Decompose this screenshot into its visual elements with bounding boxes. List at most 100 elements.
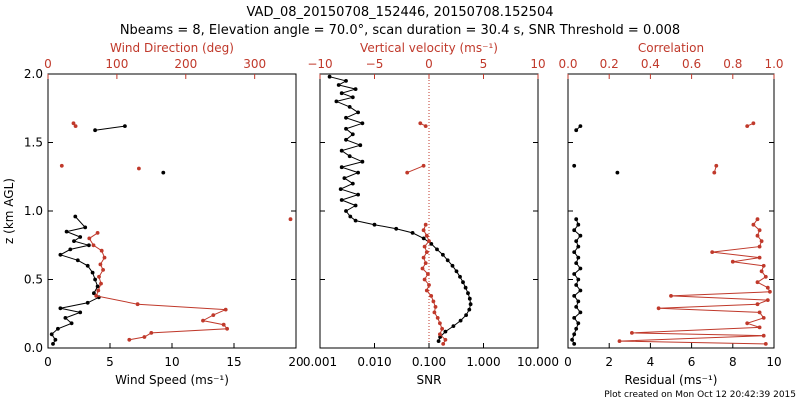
data-point-black — [339, 198, 344, 202]
data-point-red — [421, 228, 426, 233]
data-point-red — [757, 244, 762, 249]
data-point-black — [93, 277, 97, 282]
data-point-black — [574, 217, 579, 222]
data-point-black — [344, 137, 348, 142]
x-ticks-top: 0.0 0.2 0.4 0.6 0.8 1.0 — [558, 57, 784, 79]
data-point-black — [93, 128, 97, 133]
data-point-red — [127, 337, 132, 342]
x-tick-label: 0.001 — [303, 355, 337, 369]
y-tick-label: 0.0 — [24, 341, 43, 355]
panel-wind: z (km AGL) Wind Speed (ms⁻¹) Wind Direct… — [2, 41, 304, 387]
data-point-black — [87, 243, 91, 248]
data-point-black — [429, 242, 434, 246]
x-tick-label: 5 — [106, 355, 114, 369]
x-tick-label: 15 — [226, 355, 241, 369]
data-point-red — [763, 342, 768, 346]
data-point-black — [348, 214, 353, 219]
x-tick-label-top: 0 — [44, 57, 52, 71]
data-point-red — [757, 325, 762, 330]
data-point-black — [63, 316, 68, 320]
data-point-black — [347, 105, 352, 109]
data-point-red — [137, 166, 141, 171]
data-point-black — [578, 233, 583, 238]
data-point-black — [574, 283, 579, 287]
data-point-black — [572, 272, 577, 276]
y-tick-label: 1.0 — [24, 204, 43, 218]
data-point-red — [211, 313, 216, 317]
data-point-black — [574, 128, 579, 133]
data-point-black — [339, 148, 344, 153]
x-ticks-bottom: 0 2 4 6 8 10 — [564, 73, 782, 369]
data-point-red — [669, 294, 673, 298]
footer-note: Plot created on Mon Oct 12 20:42:39 2015 — [604, 390, 796, 400]
data-point-black — [83, 225, 88, 230]
data-point-red — [443, 337, 448, 342]
data-point-black — [350, 132, 355, 137]
series-line-red — [407, 165, 424, 174]
data-point-red — [768, 289, 772, 294]
x-tick-label: 6 — [688, 355, 696, 369]
data-point-black — [572, 250, 577, 255]
data-point-black — [572, 163, 577, 168]
data-point-red — [424, 288, 429, 293]
data-point-red — [757, 228, 762, 233]
data-point-black — [421, 236, 426, 241]
data-point-black — [576, 244, 581, 249]
figure-title: VAD_08_20150708_152446, 20150708.152504 — [247, 5, 554, 20]
data-point-black — [344, 209, 348, 213]
data-point-black — [572, 342, 577, 346]
x-tick-label-top: −5 — [366, 57, 384, 71]
data-point-red — [423, 222, 428, 227]
data-point-red — [288, 217, 293, 222]
x-tick-label: 0.010 — [357, 355, 391, 369]
panel-snr: SNR Vertical velocity (ms⁻¹) 0.001 0.010 0… — [303, 41, 559, 387]
data-point-black — [466, 291, 470, 296]
data-point-red — [101, 268, 105, 272]
data-point-red — [761, 333, 766, 338]
data-point-black — [90, 270, 95, 275]
data-point-black — [336, 83, 341, 87]
data-point-red — [225, 326, 230, 331]
data-point-black — [458, 318, 463, 323]
data-point-black — [454, 269, 459, 274]
data-point-black — [73, 214, 78, 219]
data-point-black — [458, 274, 462, 279]
data-point-black — [394, 226, 399, 231]
data-point-red — [759, 239, 764, 244]
plot-frame-wind — [47, 73, 297, 349]
data-point-red — [424, 250, 429, 255]
data-point-black — [75, 258, 80, 263]
data-point-red — [96, 288, 101, 293]
data-point-black — [576, 222, 581, 227]
x-ticks-bottom: 0 5 10 15 20 — [44, 343, 304, 369]
data-point-red — [424, 233, 429, 238]
data-point-red — [135, 302, 140, 307]
data-point-black — [570, 337, 574, 342]
x-ticks-top: −10 −5 0 5 10 — [307, 57, 546, 79]
x-tick-label-top: 0.8 — [723, 57, 742, 71]
data-point-black — [58, 306, 63, 311]
data-point-black — [53, 337, 58, 342]
plot-frame-residual — [567, 73, 775, 349]
x-label-snr: SNR — [417, 373, 442, 387]
data-point-black — [344, 126, 348, 131]
data-point-black — [464, 313, 468, 317]
data-point-black — [574, 326, 579, 331]
x-tick-label: 0 — [44, 355, 52, 369]
x-tick-label: 0.100 — [412, 355, 446, 369]
data-point-red — [87, 236, 92, 241]
data-point-black — [51, 342, 55, 346]
series-line-black — [571, 219, 582, 345]
data-point-red — [221, 322, 226, 327]
data-point-red — [438, 332, 442, 337]
data-point-black — [356, 110, 360, 115]
data-point-black — [85, 263, 90, 268]
data-point-black — [353, 203, 358, 208]
data-point-black — [576, 277, 581, 282]
data-point-red — [427, 283, 431, 287]
data-point-black — [578, 266, 583, 271]
x-label-correlation: Correlation — [638, 41, 704, 55]
panel-residual: Residual (ms⁻¹) Correlation 0 2 4 6 8 10 0.0 0… — [558, 41, 783, 387]
y-axis-label: z (km AGL) — [2, 178, 16, 244]
data-point-black — [574, 261, 579, 265]
